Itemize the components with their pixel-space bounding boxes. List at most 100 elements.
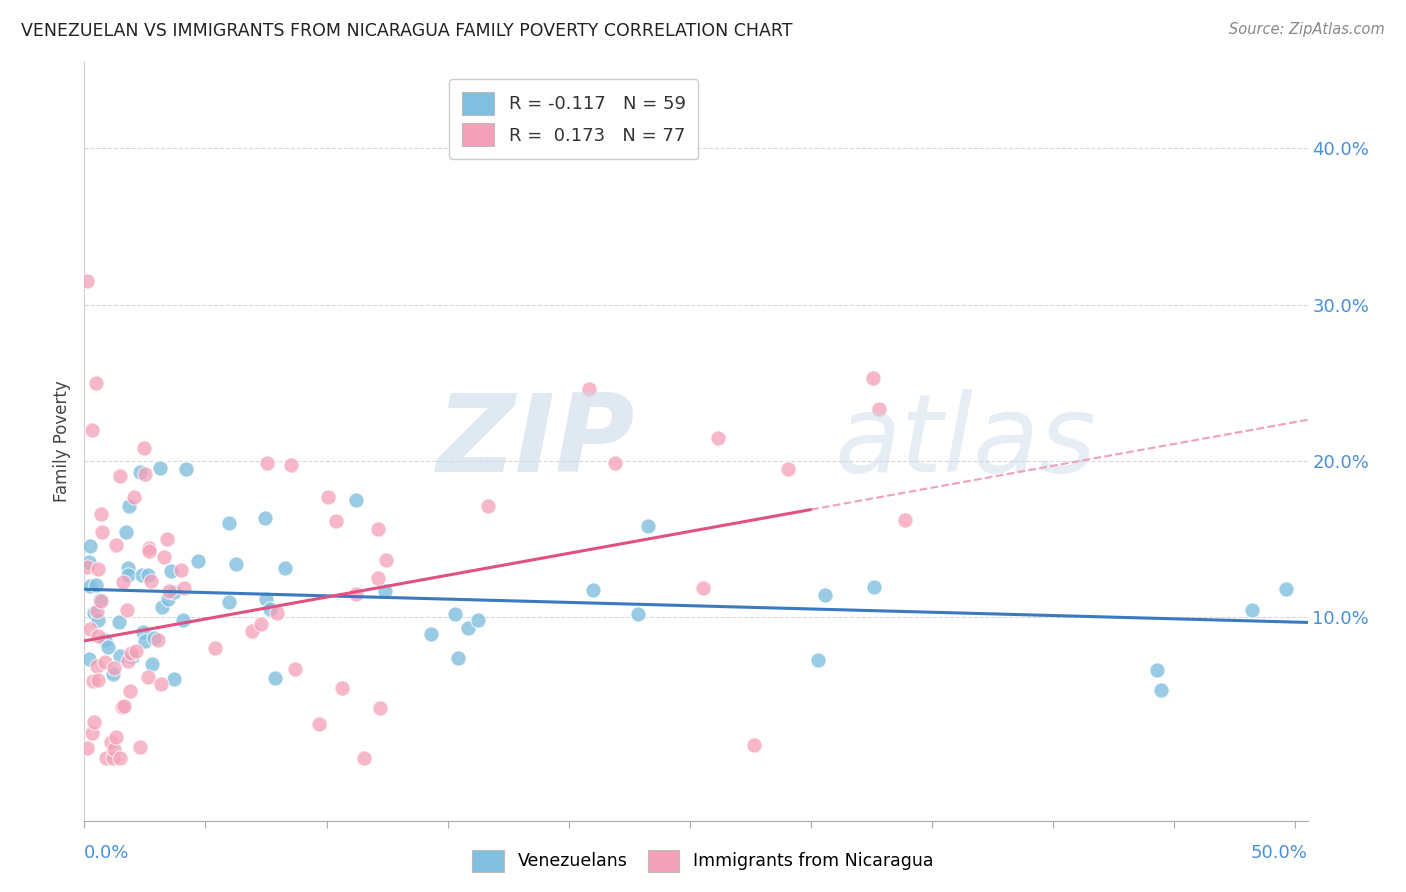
Point	[138, 544, 160, 558]
Point	[316, 490, 339, 504]
Point	[84, 376, 107, 390]
Point	[103, 742, 125, 756]
Y-axis label: Family Poverty: Family Poverty	[53, 381, 72, 502]
Point	[204, 640, 226, 655]
Point	[112, 699, 135, 714]
Point	[330, 681, 353, 695]
Point	[131, 625, 153, 640]
Point	[706, 431, 728, 445]
Text: atlas: atlas	[834, 389, 1097, 494]
Point	[136, 567, 159, 582]
Point	[280, 458, 302, 472]
Point	[94, 632, 117, 647]
Point	[131, 567, 153, 582]
Point	[141, 657, 163, 672]
Point	[76, 274, 98, 288]
Point	[117, 654, 139, 668]
Point	[124, 644, 146, 658]
Point	[447, 650, 470, 665]
Point	[146, 632, 169, 647]
Point	[374, 583, 396, 598]
Point	[308, 716, 330, 731]
Point	[173, 582, 195, 596]
Point	[443, 607, 465, 621]
Point	[256, 456, 278, 470]
Point	[112, 574, 135, 589]
Point	[157, 584, 180, 599]
Point	[157, 592, 180, 607]
Point	[79, 622, 101, 636]
Point	[149, 461, 172, 475]
Text: Source: ZipAtlas.com: Source: ZipAtlas.com	[1229, 22, 1385, 37]
Point	[103, 661, 125, 675]
Point	[111, 700, 134, 714]
Point	[264, 671, 287, 685]
Point	[742, 738, 765, 752]
Point	[87, 629, 110, 643]
Point	[120, 683, 142, 698]
Point	[174, 462, 197, 476]
Point	[101, 751, 124, 765]
Point	[115, 524, 138, 539]
Point	[110, 469, 132, 483]
Point	[108, 615, 131, 630]
Point	[149, 677, 172, 691]
Point	[90, 508, 112, 522]
Point	[117, 568, 139, 582]
Point	[274, 561, 297, 575]
Point	[87, 562, 110, 576]
Point	[344, 587, 367, 601]
Point	[637, 519, 659, 533]
Point	[83, 606, 105, 620]
Point	[96, 751, 118, 765]
Point	[105, 731, 128, 745]
Point	[87, 613, 110, 627]
Point	[225, 557, 247, 571]
Point	[353, 751, 375, 765]
Point	[139, 574, 162, 588]
Point	[84, 578, 107, 592]
Point	[477, 499, 499, 513]
Point	[603, 456, 626, 470]
Point	[82, 673, 104, 688]
Point	[283, 662, 305, 676]
Point	[80, 423, 103, 437]
Legend: Venezuelans, Immigrants from Nicaragua: Venezuelans, Immigrants from Nicaragua	[465, 843, 941, 879]
Point	[118, 499, 141, 513]
Point	[218, 516, 240, 531]
Legend: R = -0.117   N = 59, R =  0.173   N = 77: R = -0.117 N = 59, R = 0.173 N = 77	[449, 79, 699, 159]
Point	[79, 579, 101, 593]
Text: 50.0%: 50.0%	[1251, 844, 1308, 862]
Point	[813, 588, 835, 602]
Text: 0.0%: 0.0%	[84, 844, 129, 862]
Point	[253, 511, 276, 525]
Point	[86, 673, 108, 687]
Point	[375, 553, 398, 567]
Point	[163, 585, 186, 599]
Point	[97, 640, 120, 655]
Point	[156, 532, 179, 546]
Point	[86, 604, 108, 618]
Point	[778, 462, 800, 476]
Point	[108, 751, 131, 765]
Point	[90, 594, 112, 608]
Point	[457, 620, 479, 634]
Point	[467, 614, 489, 628]
Point	[76, 559, 98, 574]
Point	[90, 524, 112, 539]
Point	[266, 607, 288, 621]
Point	[80, 726, 103, 740]
Point	[894, 513, 917, 527]
Point	[122, 491, 145, 505]
Point	[218, 595, 240, 609]
Point	[1241, 603, 1264, 617]
Point	[128, 739, 150, 754]
Point	[76, 740, 98, 755]
Point	[150, 600, 173, 615]
Point	[370, 701, 392, 715]
Point	[160, 564, 183, 578]
Point	[254, 592, 277, 607]
Point	[100, 735, 122, 749]
Point	[325, 514, 347, 528]
Point	[104, 538, 127, 552]
